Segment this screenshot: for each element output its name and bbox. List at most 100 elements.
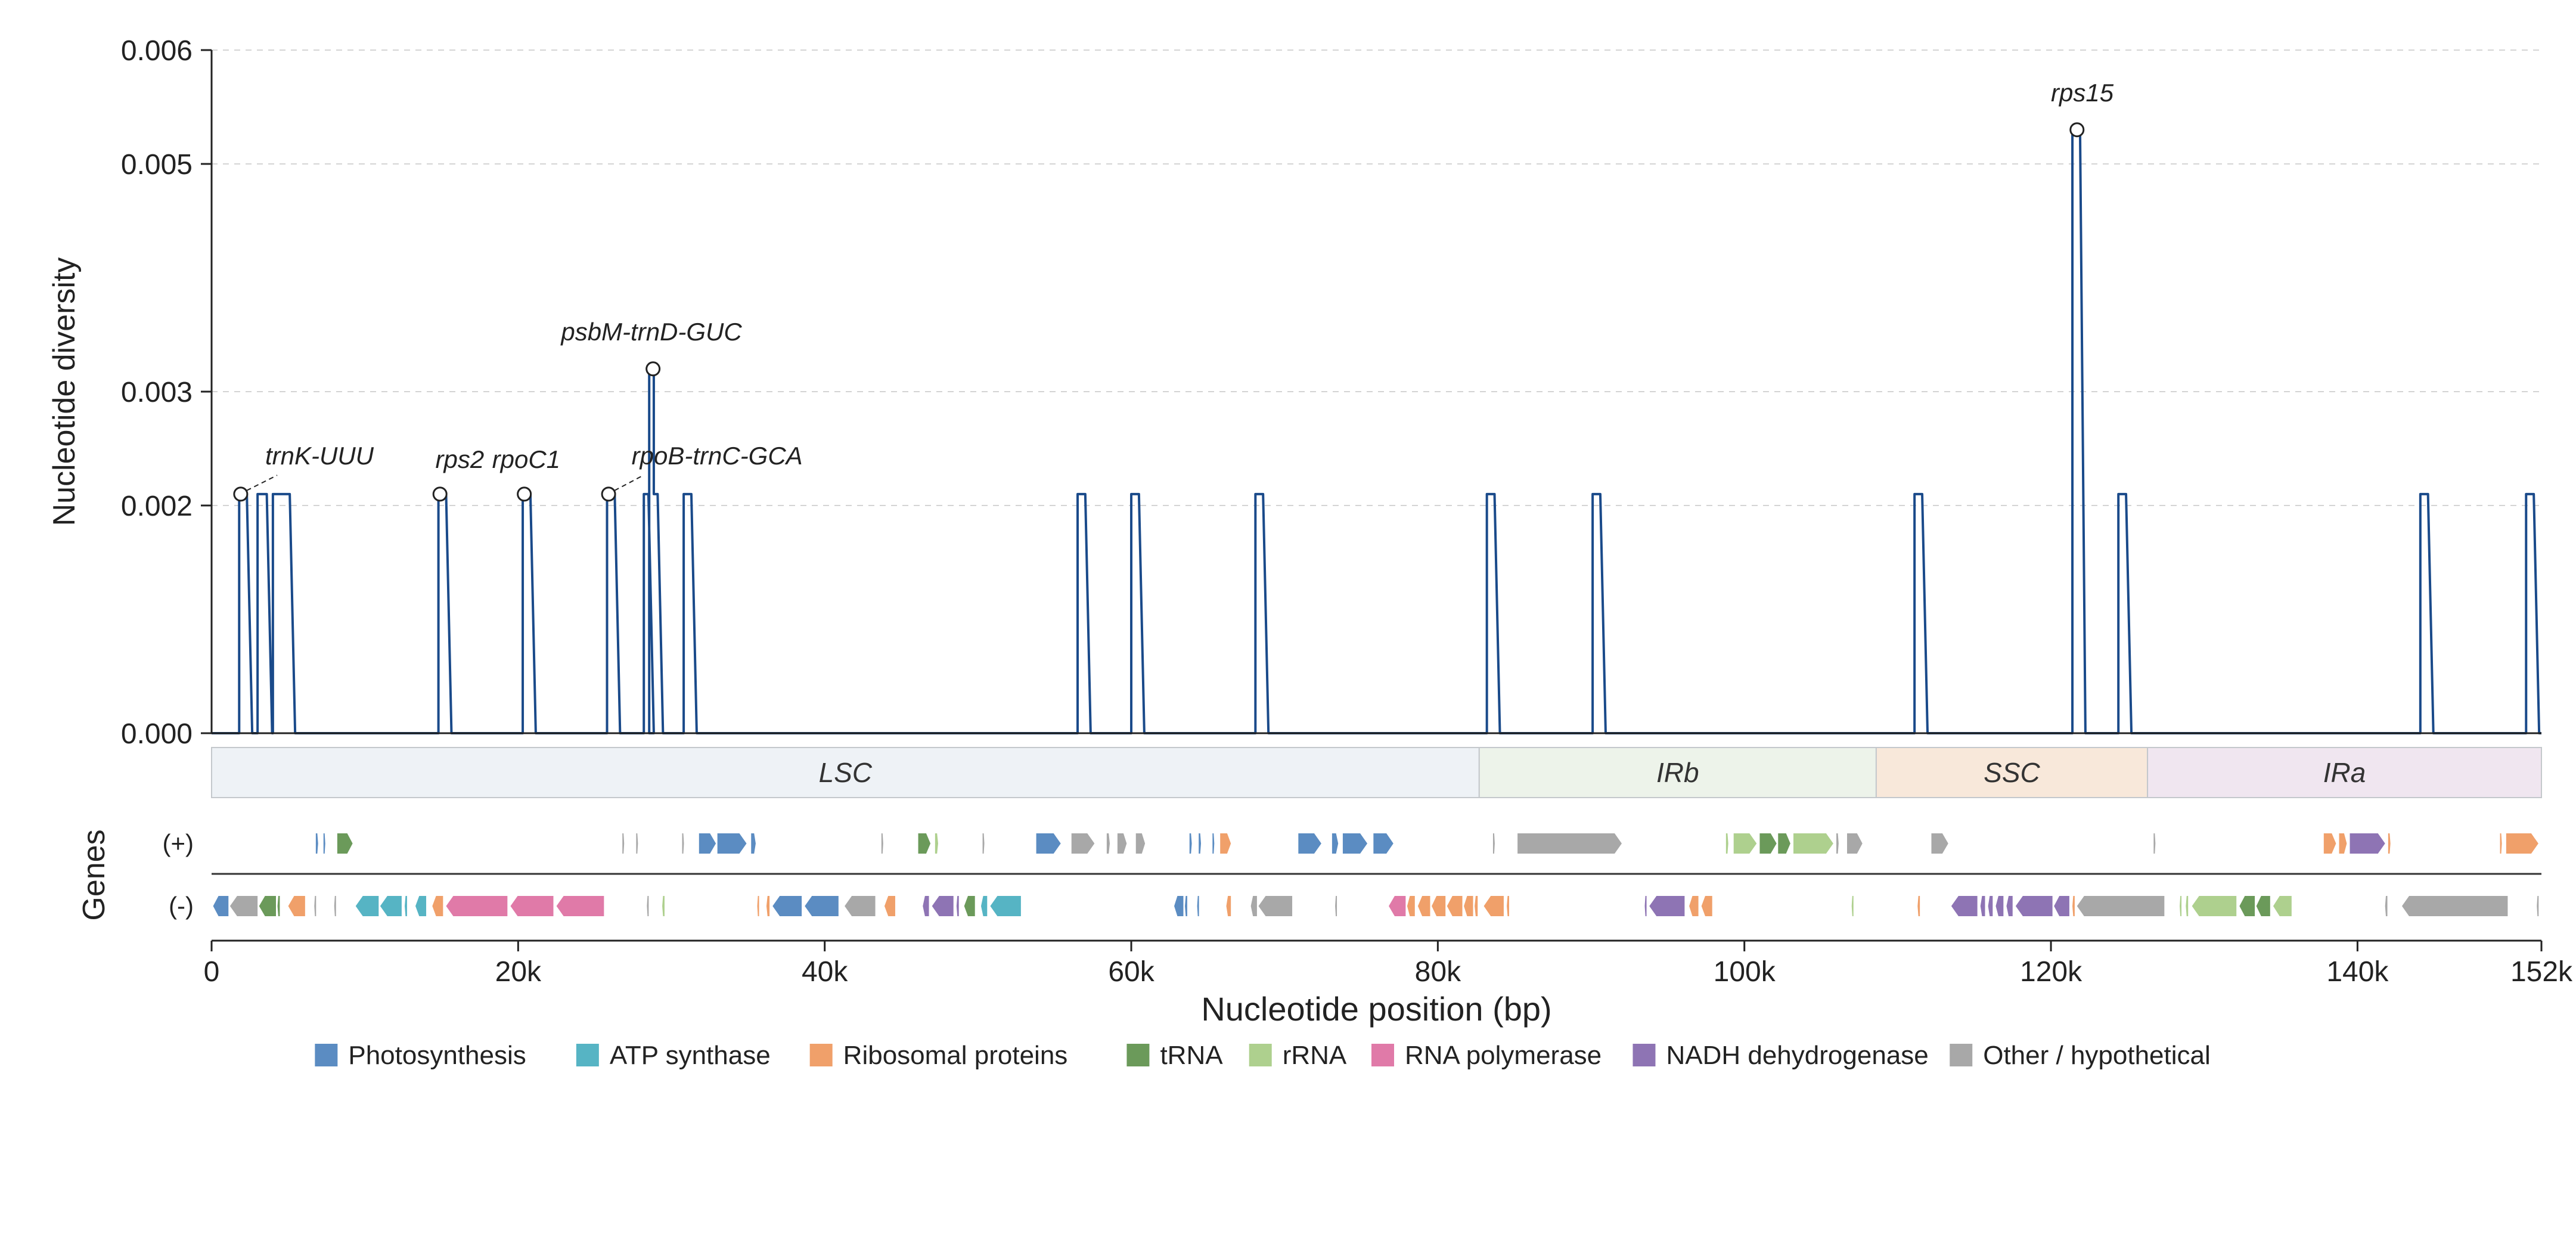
gene-minus [766, 896, 770, 916]
gene-minus [2054, 896, 2069, 916]
gene-plus [2350, 833, 2385, 854]
gene-minus [1644, 896, 1647, 916]
peak-label: trnK-UUU [265, 442, 374, 470]
genome-regions-track: LSC IRb SSC IRa [211, 747, 2542, 798]
gene-minus [1226, 896, 1231, 916]
gene-plus [682, 833, 684, 854]
gene-plus [1733, 833, 1757, 854]
x-axis-title: Nucleotide position (bp) [1201, 990, 1551, 1028]
gene-minus [662, 896, 665, 916]
gene-minus [2401, 896, 2508, 916]
legend-swatch [1249, 1044, 1272, 1066]
gene-minus [1464, 896, 1473, 916]
legend-label: RNA polymerase [1405, 1041, 1602, 1070]
gene-plus [699, 833, 716, 854]
legend-swatch [1371, 1044, 1394, 1066]
gene-plus [2500, 833, 2502, 854]
region-box [1875, 747, 2149, 798]
gene-minus [647, 896, 649, 916]
peak-marker [233, 486, 249, 502]
gene-minus [510, 896, 554, 916]
gene-minus [1649, 896, 1685, 916]
gene-plus [622, 833, 625, 854]
gene-minus [213, 896, 229, 916]
diversity-line [212, 128, 2541, 734]
gene-minus [314, 896, 316, 916]
peak-marker [645, 361, 661, 377]
gene-minus [1389, 896, 1406, 916]
gene-tracks: (+) (-) Genes [77, 829, 2541, 921]
gene-plus [1117, 833, 1127, 854]
gene-minus [446, 896, 508, 916]
peak-marker [601, 486, 616, 502]
gene-minus [334, 896, 336, 916]
gene-minus [1995, 896, 2004, 916]
x-tick-label: 20k [495, 956, 542, 988]
gene-minus [1507, 896, 1509, 916]
gene-plus [1036, 833, 1061, 854]
gene-minus [1174, 896, 1184, 916]
gene-plus [337, 833, 353, 854]
peak-label: rpoC1 [492, 445, 560, 473]
gene-minus [2239, 896, 2255, 916]
x-tick-label: 140k [2326, 956, 2389, 988]
gene-plus [1759, 833, 1777, 854]
gene-minus [757, 896, 759, 916]
gene-minus [884, 896, 895, 916]
legend-label: Photosynthesis [348, 1041, 526, 1070]
gene-plus [2388, 833, 2391, 854]
gene-plus [636, 833, 638, 854]
gene-plus [2323, 833, 2336, 854]
gene-plus [982, 833, 985, 854]
gene-minus [288, 896, 305, 916]
x-tick-label: 100k [1714, 956, 1776, 988]
gene-minus [415, 896, 427, 916]
gene-minus [1851, 896, 1854, 916]
legend-swatch [1632, 1044, 1656, 1066]
legend: Photosynthesis ATP synthase Ribosomal prot… [315, 1041, 2211, 1070]
gene-minus [1447, 896, 1463, 916]
gene-plus [1517, 833, 1622, 854]
gene-plus [1373, 833, 1393, 854]
gene-plus [1212, 833, 1215, 854]
y-tick-label: 0.002 [121, 491, 193, 522]
gene-plus [1199, 833, 1202, 854]
gene-minus [2273, 896, 2292, 916]
gene-minus [2072, 896, 2075, 916]
gene-minus [1432, 896, 1446, 916]
gene-minus [805, 896, 839, 916]
gene-minus [2180, 896, 2182, 916]
legend-label: Other / hypothetical [1983, 1041, 2211, 1070]
region-box [211, 747, 1480, 798]
gene-minus [1701, 896, 1712, 916]
legend-swatch [1950, 1044, 1973, 1066]
gene-minus [2015, 896, 2053, 916]
diversity-series [212, 128, 2541, 734]
gene-plus [1342, 833, 1368, 854]
region-box [2147, 747, 2542, 798]
gene-plus [1847, 833, 1863, 854]
legend-label: tRNA [1160, 1041, 1223, 1070]
gene-minus [772, 896, 802, 916]
peak-label: psbM-trnD-GUC [560, 318, 742, 346]
gene-minus [405, 896, 407, 916]
x-tick-label: 60k [1108, 956, 1154, 988]
gene-minus [355, 896, 379, 916]
gene-minus [2537, 896, 2539, 916]
gene-plus [1189, 833, 1192, 854]
gene-plus [1298, 833, 1321, 854]
gene-minus [1185, 896, 1187, 916]
region-box [1478, 747, 1877, 798]
y-tick-label: 0.006 [121, 35, 193, 67]
gene-plus [2506, 833, 2538, 854]
gene-plus [1778, 833, 1790, 854]
y-tick-label: 0.000 [121, 718, 193, 750]
legend-swatch [576, 1044, 599, 1066]
gene-minus [2186, 896, 2189, 916]
gene-minus [1917, 896, 1920, 916]
gene-plus [1332, 833, 1339, 854]
gene-minus [2385, 896, 2388, 916]
gene-plus [1725, 833, 1728, 854]
gene-minus [956, 896, 959, 916]
